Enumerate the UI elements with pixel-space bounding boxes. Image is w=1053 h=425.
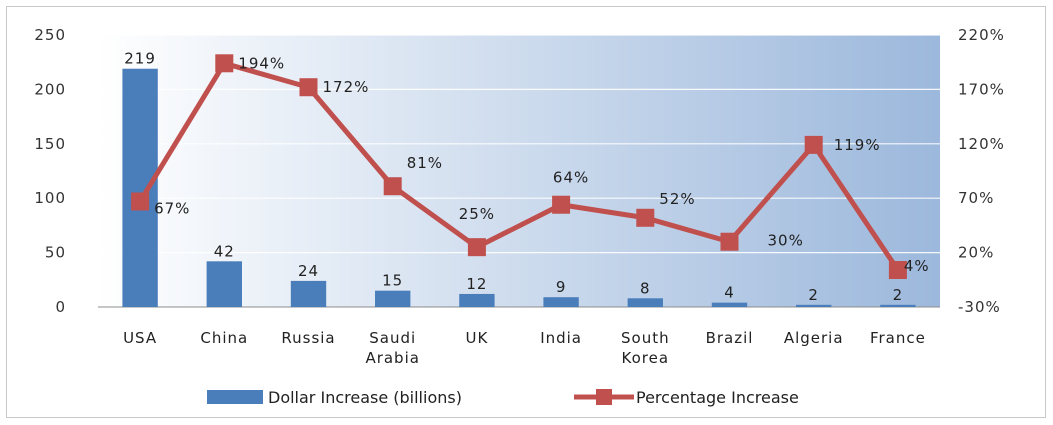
bar (375, 290, 411, 307)
category-label: Algeria (784, 329, 844, 347)
bar-data-label: 4 (724, 284, 735, 302)
right-axis-tick-label: 170% (958, 80, 1005, 98)
bar-data-label: 12 (466, 275, 487, 293)
line-marker (467, 238, 486, 257)
legend-swatch-marker (596, 389, 612, 405)
line-data-label: 25% (459, 205, 495, 223)
category-label: UK (465, 329, 488, 347)
category-label: Korea (622, 349, 670, 367)
right-axis-ticks: -30% 20% 70% 120% 170% 220% (958, 26, 1005, 316)
bar (543, 297, 579, 307)
line-marker (131, 192, 150, 211)
line-data-label: 172% (323, 78, 370, 96)
bar (206, 261, 242, 307)
right-axis-tick-label: 220% (958, 26, 1005, 44)
left-axis-tick-label: 0 (55, 298, 66, 316)
category-label: China (200, 329, 248, 347)
line-data-label: 67% (154, 199, 190, 217)
category-label: Russia (281, 329, 335, 347)
bar (711, 302, 748, 307)
line-data-label: 4% (904, 257, 930, 275)
category-label: Arabia (365, 349, 420, 367)
category-label: Saudi (369, 329, 416, 347)
bar-data-label: 8 (640, 279, 651, 297)
line-series (131, 54, 907, 280)
left-axis-tick-label: 200 (34, 80, 66, 98)
bar-data-label: 15 (382, 272, 403, 290)
bar (796, 304, 832, 307)
bar-data-label: 42 (214, 242, 235, 260)
left-axis-tick-label: 50 (45, 244, 66, 262)
line-marker (383, 177, 402, 196)
legend-label-bar: Dollar Increase (billions) (268, 388, 462, 407)
line-data-label: 194% (238, 54, 285, 72)
right-axis-tick-label: -30% (958, 298, 1001, 316)
line-data-label: 119% (834, 136, 881, 154)
line-data-label: 30% (768, 232, 804, 250)
legend-swatch-bar (207, 390, 263, 404)
bar-series (122, 68, 916, 307)
right-axis-tick-label: 70% (958, 189, 994, 207)
bar (122, 68, 158, 307)
category-label: Brazil (706, 329, 754, 347)
left-axis-tick-label: 150 (34, 135, 66, 153)
line-data-label: 64% (553, 169, 589, 187)
category-label: India (540, 329, 582, 347)
legend-label-line: Percentage Increase (636, 388, 799, 407)
bar-data-label: 2 (893, 286, 904, 304)
line-marker (636, 208, 655, 227)
line-data-label: 52% (659, 190, 695, 208)
right-axis-tick-label: 120% (958, 135, 1005, 153)
legend: Dollar Increase (billions) Percentage Inc… (207, 388, 799, 407)
category-axis-labels: USA China Russia Saudi Arabia UK India South Kor… (123, 329, 926, 367)
category-label: South (621, 329, 670, 347)
bar-data-label: 219 (124, 50, 156, 68)
left-axis-ticks: 0 50 100 150 200 250 (34, 26, 66, 316)
line-marker (215, 54, 234, 73)
line-marker (888, 261, 907, 280)
bar (459, 293, 495, 307)
left-axis-tick-label: 250 (34, 26, 66, 44)
category-label: USA (123, 329, 157, 347)
bar-data-label: 2 (808, 286, 819, 304)
bar (627, 298, 663, 307)
bar (290, 280, 327, 307)
right-axis-tick-label: 20% (958, 244, 994, 262)
line-marker (720, 232, 739, 251)
line-marker (552, 195, 571, 214)
line-marker (299, 78, 318, 97)
bar-data-label: 24 (298, 262, 319, 280)
bar (880, 304, 916, 307)
line-data-label: 81% (407, 154, 443, 172)
left-axis-tick-label: 100 (34, 189, 66, 207)
bar-data-label: 9 (556, 278, 567, 296)
line-marker (804, 135, 823, 154)
category-label: France (870, 329, 926, 347)
line-path (137, 60, 900, 272)
